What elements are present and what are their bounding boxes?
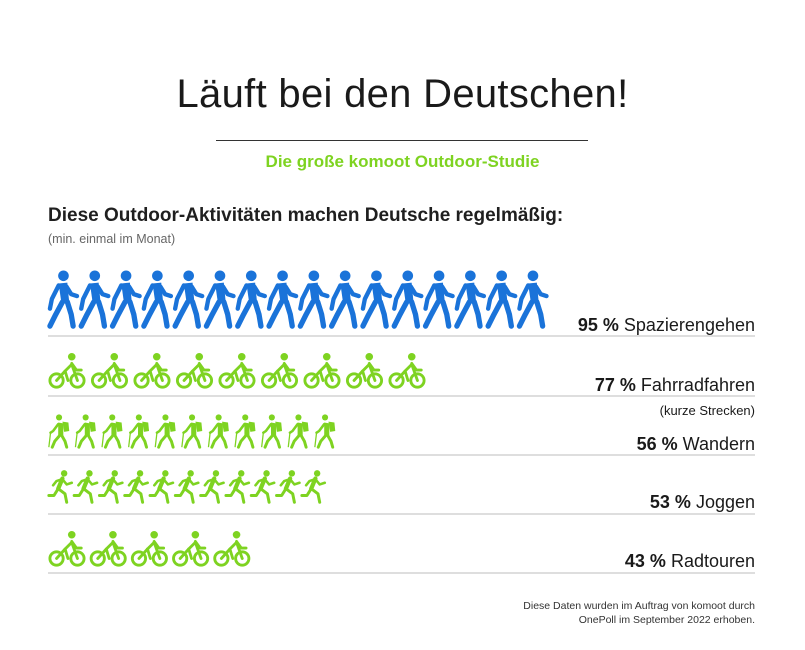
pictogram-row-2	[48, 352, 426, 389]
data-label: 43 % Radtouren	[625, 551, 755, 572]
source-note: Diese Daten wurden im Auftrag von komoot…	[523, 600, 755, 626]
runner-icon	[199, 470, 225, 504]
pictogram-row-3	[48, 414, 336, 449]
pictogram-row-4	[47, 470, 327, 504]
walking-person-icon	[360, 270, 393, 329]
cyclist-icon	[175, 352, 214, 389]
category-label: Joggen	[690, 492, 755, 512]
cyclist-icon	[345, 352, 384, 389]
runner-icon	[224, 470, 251, 504]
category-label: Wandern	[677, 434, 755, 454]
cyclist-icon	[172, 530, 210, 567]
cyclist-icon	[260, 352, 299, 389]
hiker-icon	[101, 414, 123, 449]
runner-icon	[123, 470, 149, 504]
hiker-icon	[48, 414, 70, 449]
runner-icon	[249, 470, 276, 504]
runner-icon	[47, 470, 74, 504]
runner-icon	[300, 470, 327, 504]
pictogram-row-1	[47, 270, 549, 329]
cyclist-icon	[89, 530, 127, 567]
walking-person-icon	[297, 270, 330, 329]
cyclist-icon	[303, 352, 341, 389]
cyclist-icon	[90, 352, 129, 389]
value-label: 95 %	[577, 315, 619, 335]
hiker-icon	[181, 414, 203, 449]
chart-subheading: (min. einmal im Monat)	[48, 232, 176, 246]
cyclist-icon	[48, 530, 86, 567]
page-subtitle: Die große komoot Outdoor-Studie	[265, 152, 540, 171]
cyclist-icon	[133, 352, 171, 389]
walking-person-icon	[516, 270, 549, 329]
walking-person-icon	[422, 270, 455, 329]
value-label: 56 %	[636, 434, 678, 454]
walking-person-icon	[328, 270, 361, 329]
cyclist-icon	[388, 352, 426, 389]
data-label: 56 % Wandern	[637, 434, 755, 455]
runner-icon	[97, 470, 124, 504]
value-label: 53 %	[649, 492, 691, 512]
data-label: 95 % Spazierengehen	[578, 315, 755, 336]
walking-person-icon	[109, 270, 142, 329]
cyclist-icon	[130, 530, 168, 567]
data-label: 77 % Fahrradfahren	[595, 375, 755, 396]
walking-person-icon	[78, 270, 111, 329]
walking-person-icon	[203, 270, 236, 329]
runner-icon	[72, 470, 99, 504]
walking-person-icon	[172, 270, 205, 329]
cyclist-icon	[218, 352, 256, 389]
cyclist-icon	[48, 352, 86, 389]
category-label: Spazierengehen	[618, 315, 755, 335]
hiker-icon	[128, 414, 150, 449]
walking-person-icon	[454, 270, 487, 329]
walking-person-icon	[485, 270, 518, 329]
data-label: 53 % Joggen	[650, 492, 755, 513]
hiker-icon	[234, 414, 256, 449]
hiker-icon	[154, 414, 176, 449]
hiker-icon	[74, 414, 96, 449]
pictogram-row-5	[48, 530, 251, 567]
hiker-icon	[261, 414, 283, 449]
cyclist-icon	[213, 530, 251, 567]
runner-icon	[173, 470, 200, 504]
walking-person-icon	[391, 270, 424, 329]
hiker-icon	[287, 414, 309, 449]
category-label: Fahrradfahren	[635, 375, 755, 395]
walking-person-icon	[141, 270, 174, 329]
category-label: Radtouren	[665, 551, 755, 571]
walking-person-icon	[235, 270, 267, 329]
runner-icon	[148, 470, 175, 504]
category-note: (kurze Strecken)	[659, 403, 755, 418]
title-divider	[216, 140, 588, 141]
walking-person-icon	[266, 270, 299, 329]
value-label: 77 %	[594, 375, 636, 395]
runner-icon	[275, 470, 301, 504]
hiker-icon	[314, 414, 336, 449]
walking-person-icon	[47, 270, 80, 329]
chart-heading: Diese Outdoor-Aktivitäten machen Deutsch…	[48, 205, 564, 226]
hiker-icon	[207, 414, 229, 449]
value-label: 43 %	[624, 551, 666, 571]
page-title: Läuft bei den Deutschen!	[176, 72, 629, 116]
